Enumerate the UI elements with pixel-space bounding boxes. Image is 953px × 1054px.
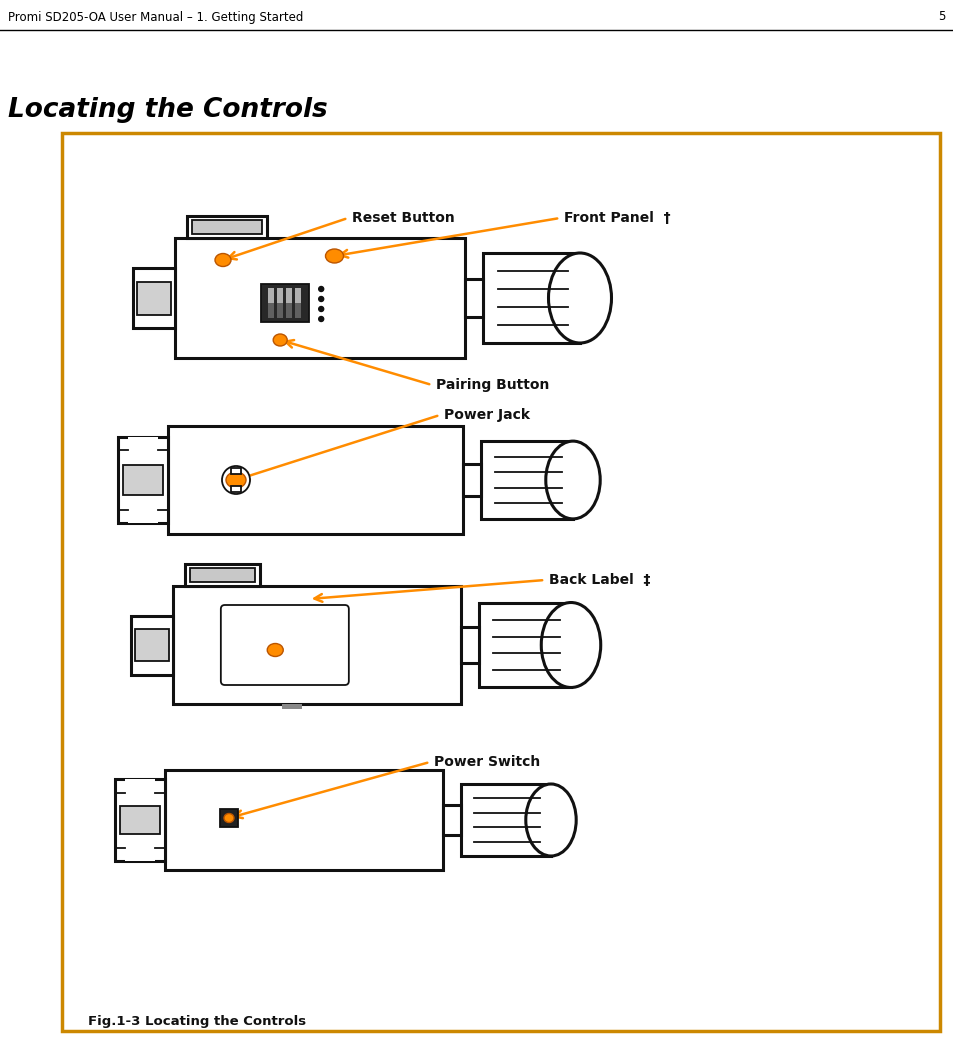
- Text: 5: 5: [938, 11, 945, 23]
- Bar: [128, 510, 158, 523]
- Bar: [120, 806, 160, 834]
- Bar: [268, 288, 274, 318]
- Bar: [137, 281, 171, 314]
- Bar: [135, 629, 169, 661]
- Circle shape: [318, 287, 323, 292]
- Text: Promi SD205-OA User Manual – 1. Getting Started: Promi SD205-OA User Manual – 1. Getting …: [8, 11, 303, 23]
- Text: Power Jack: Power Jack: [443, 408, 530, 422]
- Text: Power Switch: Power Switch: [434, 755, 539, 769]
- Ellipse shape: [325, 249, 343, 264]
- Ellipse shape: [226, 472, 246, 488]
- Bar: [62, 133, 939, 1031]
- Bar: [128, 436, 158, 450]
- Bar: [294, 288, 301, 302]
- Bar: [261, 284, 309, 323]
- Bar: [132, 268, 174, 328]
- Bar: [231, 486, 241, 492]
- Bar: [165, 770, 442, 870]
- Text: Front Panel  †: Front Panel †: [563, 211, 670, 225]
- Bar: [294, 288, 301, 318]
- Bar: [478, 603, 571, 687]
- FancyBboxPatch shape: [220, 605, 349, 685]
- Bar: [231, 468, 241, 474]
- Circle shape: [318, 307, 323, 312]
- Bar: [482, 253, 579, 343]
- Circle shape: [318, 296, 323, 301]
- Bar: [118, 436, 168, 523]
- Text: Pairing Button: Pairing Button: [436, 378, 549, 392]
- Bar: [442, 805, 460, 835]
- Bar: [277, 288, 283, 302]
- Bar: [464, 279, 482, 317]
- Circle shape: [318, 316, 323, 321]
- Ellipse shape: [545, 442, 599, 519]
- Ellipse shape: [214, 254, 231, 267]
- Bar: [115, 779, 165, 861]
- Bar: [282, 704, 302, 709]
- Bar: [268, 288, 274, 302]
- Circle shape: [222, 466, 250, 494]
- Ellipse shape: [273, 334, 287, 346]
- Text: Fig.1-3 Locating the Controls: Fig.1-3 Locating the Controls: [88, 1015, 306, 1029]
- Ellipse shape: [548, 253, 611, 343]
- Bar: [125, 847, 154, 861]
- Bar: [123, 465, 163, 494]
- Bar: [192, 220, 262, 234]
- Ellipse shape: [525, 784, 576, 856]
- Text: Locating the Controls: Locating the Controls: [8, 97, 328, 123]
- Bar: [462, 464, 480, 496]
- Bar: [480, 442, 573, 519]
- Ellipse shape: [224, 814, 233, 822]
- Ellipse shape: [267, 644, 283, 657]
- Bar: [168, 426, 462, 534]
- Text: Reset Button: Reset Button: [352, 211, 455, 225]
- Bar: [185, 564, 260, 586]
- Bar: [220, 809, 237, 827]
- Bar: [460, 784, 551, 856]
- Bar: [131, 616, 172, 675]
- Bar: [286, 288, 292, 318]
- Bar: [286, 288, 292, 302]
- Bar: [172, 586, 460, 704]
- Bar: [174, 238, 464, 358]
- Ellipse shape: [540, 603, 600, 687]
- Bar: [190, 568, 254, 582]
- Bar: [125, 779, 154, 793]
- Bar: [460, 627, 478, 663]
- Text: Back Label  ‡: Back Label ‡: [548, 573, 650, 587]
- Bar: [187, 216, 267, 238]
- Bar: [277, 288, 283, 318]
